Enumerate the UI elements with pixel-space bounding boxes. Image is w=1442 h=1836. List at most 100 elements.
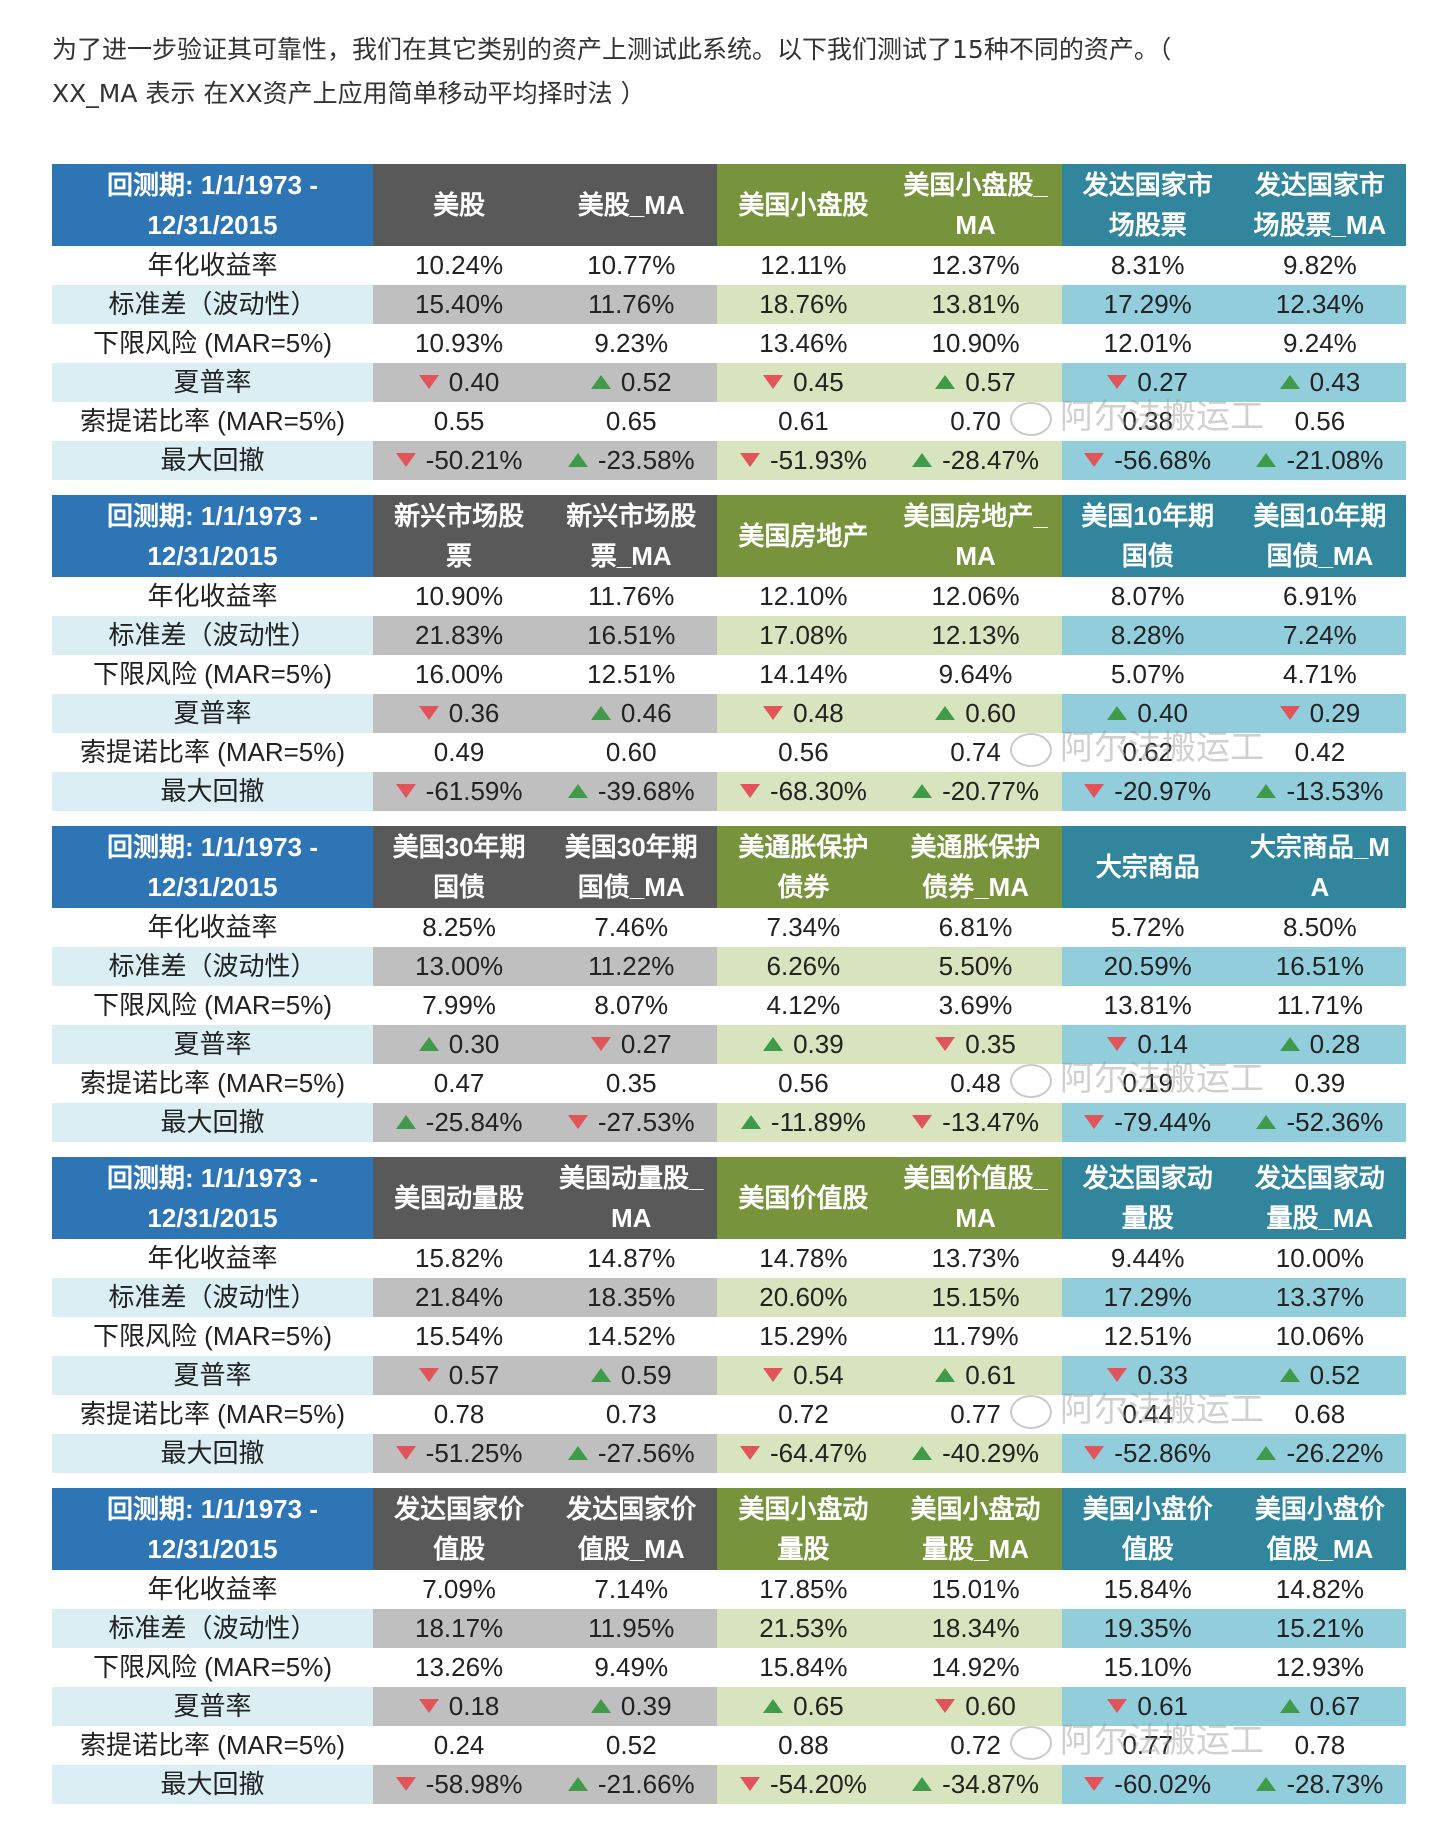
- metric-cell: 0.57: [889, 363, 1062, 402]
- table-row: 最大回撤 -61.59% -39.68% -68.30% -20.77% -20.97% -…: [52, 772, 1406, 811]
- metric-value: -56.68%: [1114, 445, 1212, 475]
- metric-cell: 0.56: [717, 1064, 889, 1103]
- metric-value: -21.66%: [597, 1769, 695, 1799]
- metric-value: -52.36%: [1286, 1107, 1384, 1137]
- metric-value: 14.78%: [759, 1243, 848, 1273]
- metric-cell: 8.07%: [1062, 577, 1234, 616]
- metric-cell: 11.76%: [545, 577, 717, 616]
- metric-value: 13.81%: [1103, 990, 1192, 1020]
- metric-cell: 0.39: [717, 1025, 890, 1064]
- triangle-up-icon: [1256, 784, 1277, 799]
- triangle-down-icon: [1084, 1777, 1105, 1792]
- metric-value: 5.07%: [1110, 659, 1185, 689]
- triangle-down-icon: [418, 1699, 439, 1714]
- metric-value: 18.76%: [759, 289, 848, 319]
- metric-cell: 0.35: [889, 1025, 1062, 1064]
- table-row: 下限风险 (MAR=5%) 10.93% 9.23% 13.46% 10.90% 12.0…: [52, 324, 1406, 363]
- metric-value: 0.35: [605, 1068, 657, 1098]
- asset-header: 美国小盘价 值股_MA: [1233, 1488, 1406, 1570]
- metric-value: 10.24%: [414, 250, 504, 280]
- metric-value: 0.61: [1137, 1691, 1188, 1721]
- triangle-up-icon: [1107, 706, 1128, 721]
- metric-value: 10.90%: [414, 581, 504, 611]
- metric-value: 13.73%: [931, 1243, 1020, 1273]
- table-header-row: 回测期: 1/1/1973 - 12/31/2015 发达国家价 值股 发达国家价 …: [52, 1488, 1406, 1570]
- metric-cell: 0.24: [373, 1726, 545, 1765]
- metric-cell: 12.93%: [1234, 1648, 1406, 1687]
- metric-cell: 0.72: [717, 1395, 889, 1434]
- metric-value: 0.14: [1137, 1029, 1188, 1059]
- metric-cell: 13.26%: [373, 1648, 545, 1687]
- metric-value: 8.28%: [1110, 620, 1185, 650]
- asset-header: 新兴市场股 票_MA: [545, 495, 718, 577]
- period-header: 回测期: 1/1/1973 - 12/31/2015: [52, 164, 373, 246]
- table-row: 下限风险 (MAR=5%) 15.54% 14.52% 15.29% 11.79% 12.…: [52, 1317, 1406, 1356]
- metric-value: 9.23%: [594, 328, 669, 358]
- metric-cell: 0.14: [1061, 1025, 1234, 1064]
- triangle-down-icon: [1107, 1037, 1128, 1052]
- metric-value: 0.60: [965, 1691, 1016, 1721]
- period-header: 回测期: 1/1/1973 - 12/31/2015: [52, 1488, 373, 1570]
- metric-cell: -56.68%: [1061, 441, 1234, 480]
- metric-value: 0.45: [793, 367, 844, 397]
- metric-cell: 0.88: [717, 1726, 889, 1765]
- row-label: 索提诺比率 (MAR=5%): [79, 406, 346, 436]
- metric-cell: 10.77%: [545, 246, 717, 285]
- metric-value: -39.68%: [597, 776, 695, 806]
- metric-value: 0.70: [950, 406, 1001, 436]
- metric-cell: 14.78%: [717, 1239, 889, 1278]
- metric-value: 12.10%: [759, 581, 848, 611]
- metric-cell: 7.09%: [373, 1570, 545, 1609]
- metric-cell: 9.64%: [889, 655, 1061, 694]
- metric-value: 12.34%: [1275, 289, 1364, 319]
- table-row: 标准差（波动性） 21.83% 16.51% 17.08% 12.13% 8.28% 7.2…: [52, 616, 1406, 655]
- row-label: 夏普率: [52, 1025, 373, 1064]
- metric-cell: 20.60%: [717, 1278, 890, 1317]
- metric-value: 14.87%: [587, 1243, 676, 1273]
- metric-cell: 0.60: [889, 1687, 1062, 1726]
- metric-cell: 13.46%: [717, 324, 889, 363]
- table-row: 索提诺比率 (MAR=5%) 0.47 0.35 0.56 0.48 0.19 0.39: [52, 1064, 1406, 1103]
- triangle-up-icon: [912, 1777, 933, 1792]
- asset-header: 美通胀保护 债券: [717, 826, 890, 908]
- metric-value: -26.22%: [1286, 1438, 1384, 1468]
- metric-value: 7.99%: [422, 990, 496, 1020]
- metric-value: 15.10%: [1103, 1652, 1192, 1682]
- metric-cell: 14.92%: [889, 1648, 1061, 1687]
- metric-value: 0.24: [433, 1730, 485, 1760]
- row-label: 索提诺比率 (MAR=5%): [79, 1068, 346, 1098]
- metric-cell: 12.06%: [889, 577, 1061, 616]
- metric-cell: 0.77: [889, 1395, 1061, 1434]
- metric-cell: 0.44: [1062, 1395, 1234, 1434]
- metric-value: 0.65: [605, 406, 657, 436]
- metric-cell: 13.81%: [889, 285, 1062, 324]
- row-label: 夏普率: [52, 1687, 373, 1726]
- metric-value: -50.21%: [425, 445, 523, 475]
- metric-value: 4.12%: [766, 990, 841, 1020]
- metric-cell: -26.22%: [1233, 1434, 1406, 1473]
- metric-cell: 0.43: [1233, 363, 1406, 402]
- table-row: 索提诺比率 (MAR=5%) 0.49 0.60 0.56 0.74 0.62 0.42: [52, 733, 1406, 772]
- metric-cell: 0.55: [373, 402, 545, 441]
- metric-cell: 10.06%: [1234, 1317, 1406, 1356]
- metric-value: 7.34%: [766, 912, 841, 942]
- asset-header: 美国小盘股: [717, 164, 890, 246]
- metric-value: 8.07%: [594, 990, 669, 1020]
- table-row: 下限风险 (MAR=5%) 13.26% 9.49% 15.84% 14.92% 15.1…: [52, 1648, 1406, 1687]
- metric-value: -68.30%: [769, 776, 867, 806]
- metric-value: 15.15%: [931, 1282, 1020, 1312]
- metric-cell: 11.22%: [545, 947, 718, 986]
- metric-cell: 0.73: [545, 1395, 717, 1434]
- triangle-up-icon: [763, 1037, 784, 1052]
- metric-value: -13.53%: [1286, 776, 1384, 806]
- metric-value: -79.44%: [1114, 1107, 1212, 1137]
- table-row: 夏普率 0.57 0.59 0.54 0.61 0.33 0.52: [52, 1356, 1406, 1395]
- metric-cell: 15.82%: [373, 1239, 545, 1278]
- triangle-down-icon: [395, 453, 416, 468]
- metric-cell: -28.73%: [1233, 1765, 1406, 1804]
- metric-value: 0.36: [448, 698, 500, 728]
- metric-cell: 0.19: [1062, 1064, 1234, 1103]
- asset-header: 美国动量股: [373, 1157, 546, 1239]
- metric-value: 0.28: [1309, 1029, 1361, 1059]
- metric-value: 20.59%: [1103, 951, 1192, 981]
